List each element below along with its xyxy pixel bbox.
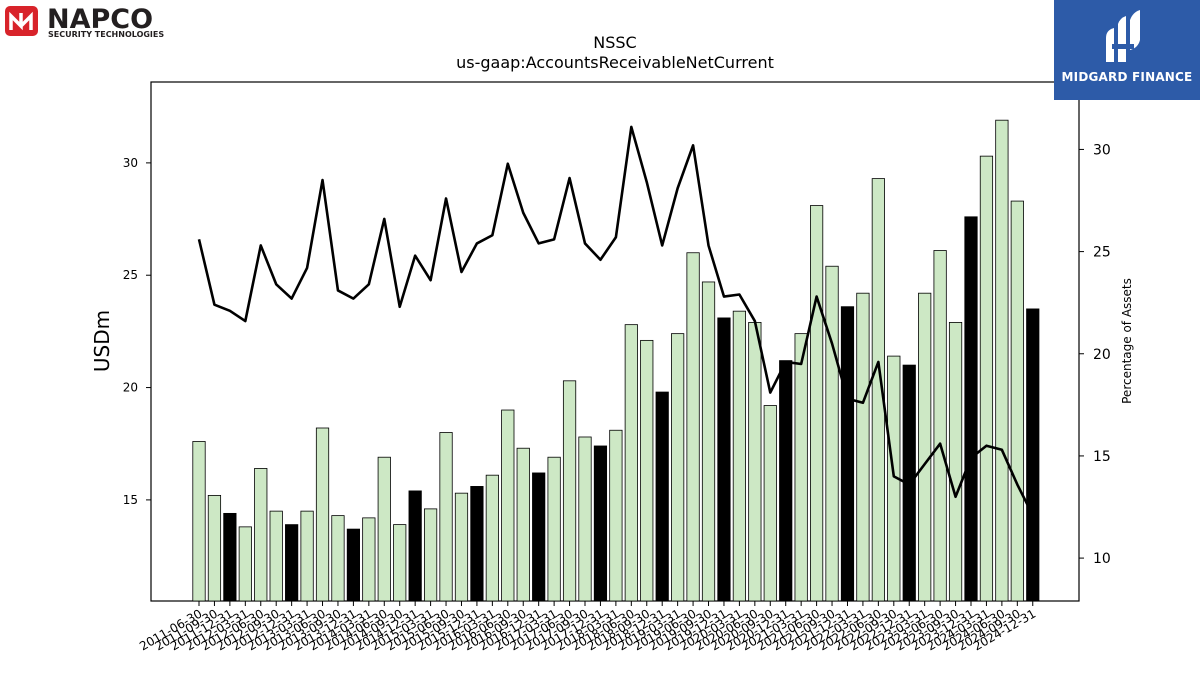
y2-tick-label: 10 xyxy=(1093,551,1111,567)
bar xyxy=(933,250,947,602)
line-series xyxy=(197,125,1034,516)
y-axis-right-ticks: 10 15 20 25 30 xyxy=(1079,142,1111,567)
bar xyxy=(748,321,762,602)
bar xyxy=(346,528,361,602)
napco-tagline: SECURITY TECHNOLOGIES xyxy=(48,30,164,39)
bar xyxy=(547,456,561,602)
bar xyxy=(701,281,716,602)
bar xyxy=(377,456,391,602)
y2-tick-label: 20 xyxy=(1093,347,1111,363)
midgard-mark-icon xyxy=(1106,10,1140,62)
bar xyxy=(454,492,469,602)
bar xyxy=(810,205,824,602)
bar xyxy=(825,265,839,602)
bar xyxy=(285,524,299,602)
bar xyxy=(655,391,669,602)
bar xyxy=(562,380,577,602)
y2-tick-label: 25 xyxy=(1093,245,1111,261)
bar xyxy=(439,432,453,602)
bar xyxy=(593,445,608,602)
bar xyxy=(254,468,268,602)
x-axis-ticks: 2011-06-302011-09-302011-12-312012-03-31… xyxy=(137,601,1038,653)
bar xyxy=(779,360,793,602)
bar xyxy=(671,333,685,602)
y-axis-label: USDm xyxy=(90,310,114,372)
bar xyxy=(948,321,963,602)
y-tick-label: 30 xyxy=(123,156,138,170)
bar xyxy=(331,515,345,602)
bar xyxy=(578,436,592,602)
napco-name: NAPCO xyxy=(47,4,153,35)
bar xyxy=(362,517,376,602)
y-tick-label: 25 xyxy=(123,268,138,282)
y-tick-label: 15 xyxy=(123,493,138,507)
bar xyxy=(470,486,484,602)
bar xyxy=(840,306,855,602)
bar xyxy=(1026,308,1040,602)
bar xyxy=(516,447,530,602)
bar xyxy=(269,510,283,602)
bar xyxy=(717,317,731,602)
bar xyxy=(732,310,747,602)
napco-logo: NAPCO SECURITY TECHNOLOGIES xyxy=(4,4,214,40)
y-axis-left-ticks: 15 20 25 30 xyxy=(123,156,151,507)
chart-subtitle: us-gaap:AccountsReceivableNetCurrent xyxy=(456,53,774,72)
y-tick-label: 20 xyxy=(123,381,138,395)
bar xyxy=(624,324,638,602)
midgard-name: MIDGARD FINANCE xyxy=(1061,70,1193,84)
bar xyxy=(856,292,870,602)
bar xyxy=(485,474,499,602)
bar xyxy=(408,490,422,602)
bar xyxy=(238,526,252,602)
bar xyxy=(794,333,808,602)
bar xyxy=(393,524,407,602)
bar xyxy=(979,155,994,602)
bar xyxy=(192,441,206,602)
bar xyxy=(501,409,515,602)
bar xyxy=(315,427,330,602)
bar xyxy=(763,405,777,602)
midgard-logo: MIDGARD FINANCE xyxy=(1054,0,1200,100)
y2-tick-label: 30 xyxy=(1093,142,1111,158)
bar xyxy=(640,339,654,602)
napco-mark: NAPCO SECURITY TECHNOLOGIES xyxy=(5,4,164,39)
bar xyxy=(300,510,314,602)
y2-axis-label: Percentage of Assets xyxy=(1120,278,1134,404)
bar xyxy=(918,292,932,602)
bar xyxy=(964,216,978,602)
bar xyxy=(532,472,546,602)
bar xyxy=(423,508,438,602)
bar xyxy=(223,512,237,602)
bar xyxy=(1010,200,1024,602)
bar xyxy=(686,252,700,602)
bar xyxy=(609,429,623,602)
y2-tick-label: 15 xyxy=(1093,449,1111,465)
chart-title: NSSC xyxy=(593,33,636,52)
bar-series xyxy=(192,119,1040,602)
bar xyxy=(207,494,222,602)
bar xyxy=(995,119,1009,602)
